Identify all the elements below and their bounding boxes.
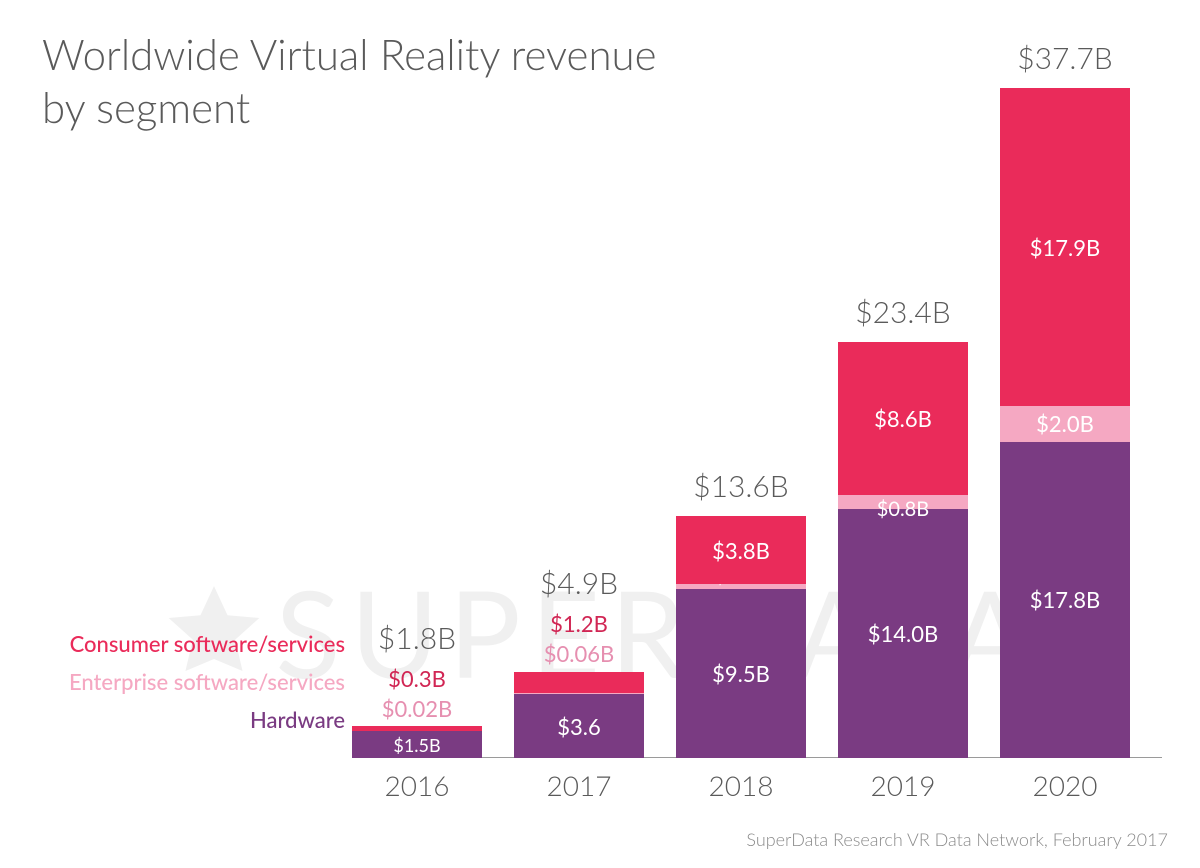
segment-enterprise — [514, 693, 644, 694]
year-label: 2019 — [838, 758, 968, 802]
ext-label-enterprise: $0.06B — [514, 640, 644, 667]
legend-enterprise: Enterprise software/services — [0, 668, 345, 695]
legend-consumer: Consumer software/services — [0, 630, 345, 657]
year-label: 2017 — [514, 758, 644, 802]
segment-hardware: $1.5B — [352, 731, 482, 758]
segment-consumer — [352, 726, 482, 731]
overlay-label-enterprise: $0.8B — [838, 497, 968, 521]
segment-consumer: $3.8B — [676, 516, 806, 584]
total-label: $23.4B — [838, 294, 968, 330]
ext-label-consumer: $1.2B — [514, 610, 644, 637]
total-label: $1.8B — [352, 620, 482, 656]
legend-hardware: Hardware — [0, 706, 345, 733]
segment-consumer: $17.9B — [1000, 88, 1130, 406]
total-label: $37.7B — [1000, 40, 1130, 76]
total-label: $13.6B — [676, 468, 806, 504]
segment-hardware: $14.0B — [838, 509, 968, 758]
source-attribution: SuperData Research VR Data Network, Febr… — [746, 828, 1168, 850]
year-label: 2018 — [676, 758, 806, 802]
year-label: 2016 — [352, 758, 482, 802]
segment-hardware: $17.8B — [1000, 442, 1130, 758]
segment-hardware: $9.5B — [676, 589, 806, 758]
segment-consumer — [514, 672, 644, 693]
segment-consumer: $8.6B — [838, 342, 968, 495]
segment-enterprise: $2.0B — [1000, 406, 1130, 442]
segment-hardware: $3.6 — [514, 694, 644, 758]
total-label: $4.9B — [514, 565, 644, 601]
ext-label-consumer: $0.3B — [352, 665, 482, 692]
ext-label-enterprise: $0.02B — [352, 695, 482, 722]
year-label: 2020 — [1000, 758, 1130, 802]
chart-area: $1.5B$0.02B$0.3B$1.8B2016$3.6$0.06B$1.2B… — [352, 88, 1162, 758]
